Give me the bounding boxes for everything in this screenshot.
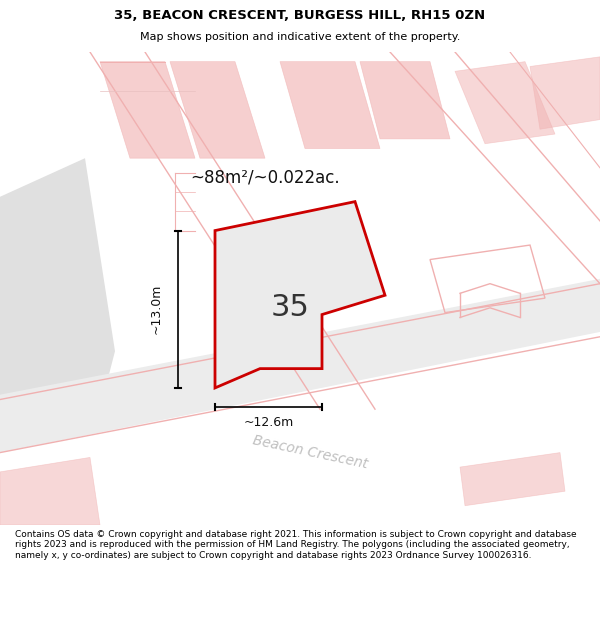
Polygon shape [530, 57, 600, 129]
Polygon shape [215, 202, 385, 388]
Polygon shape [0, 158, 115, 429]
Text: Map shows position and indicative extent of the property.: Map shows position and indicative extent… [140, 32, 460, 43]
Polygon shape [455, 62, 555, 144]
Polygon shape [0, 279, 600, 452]
Text: 35, BEACON CRESCENT, BURGESS HILL, RH15 0ZN: 35, BEACON CRESCENT, BURGESS HILL, RH15 … [115, 9, 485, 22]
Polygon shape [280, 62, 380, 149]
Text: Contains OS data © Crown copyright and database right 2021. This information is : Contains OS data © Crown copyright and d… [15, 530, 577, 560]
Text: ~12.6m: ~12.6m [244, 416, 293, 429]
Polygon shape [360, 62, 450, 139]
Text: ~88m²/~0.022ac.: ~88m²/~0.022ac. [190, 169, 340, 186]
Polygon shape [170, 62, 265, 158]
Text: ~13.0m: ~13.0m [149, 284, 163, 334]
Text: Beacon Crescent: Beacon Crescent [251, 434, 369, 472]
Polygon shape [0, 458, 100, 525]
Polygon shape [100, 62, 195, 158]
Text: 35: 35 [271, 293, 310, 322]
Polygon shape [460, 452, 565, 506]
